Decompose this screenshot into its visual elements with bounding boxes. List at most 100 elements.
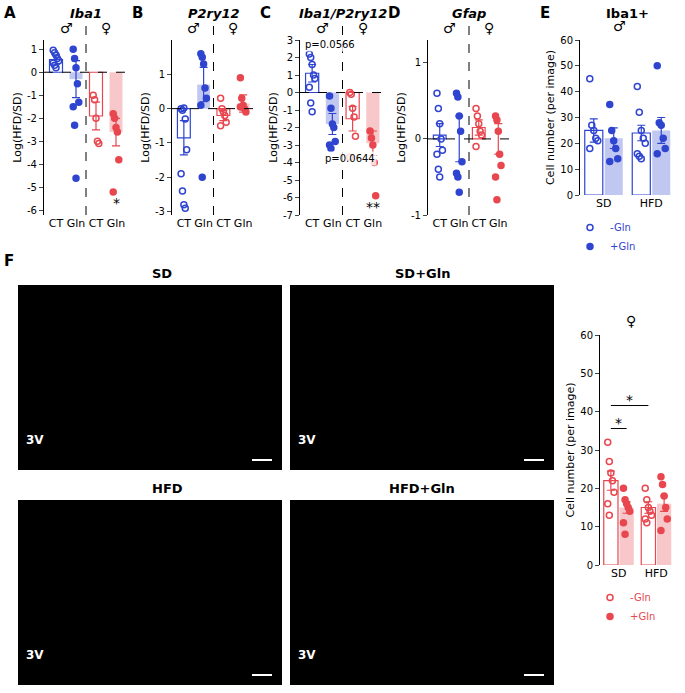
svg-text:30: 30 — [580, 445, 593, 456]
svg-text:CT: CT — [305, 217, 320, 230]
svg-text:0: 0 — [159, 103, 165, 114]
svg-text:0: 0 — [287, 87, 293, 98]
svg-text:CT: CT — [177, 217, 192, 230]
svg-text:20: 20 — [560, 138, 573, 149]
svg-text:Iba1/P2ry12: Iba1/P2ry12 — [299, 6, 387, 21]
svg-text:1: 1 — [31, 44, 37, 55]
svg-text:50: 50 — [580, 368, 593, 379]
svg-text:HFD: HFD — [640, 197, 663, 210]
svg-text:1: 1 — [159, 69, 165, 80]
svg-text:50: 50 — [560, 60, 573, 71]
svg-text:D: D — [388, 4, 400, 22]
svg-text:40: 40 — [580, 406, 593, 417]
svg-text:0: 0 — [567, 190, 573, 201]
svg-text:♂: ♂ — [187, 20, 200, 36]
svg-text:*: * — [615, 415, 622, 431]
svg-text:Cell number (per image): Cell number (per image) — [564, 382, 577, 517]
svg-text:3: 3 — [287, 35, 293, 46]
svg-text:-4: -4 — [27, 159, 37, 170]
svg-text:-7: -7 — [283, 210, 293, 221]
svg-text:♀: ♀ — [484, 20, 494, 36]
svg-text:+Gln: +Gln — [610, 241, 635, 252]
svg-text:-1: -1 — [411, 210, 421, 221]
svg-text:C: C — [260, 4, 271, 22]
svg-text:-3: -3 — [283, 140, 293, 151]
svg-text:F: F — [4, 252, 14, 270]
svg-text:20: 20 — [580, 483, 593, 494]
svg-text:3V: 3V — [298, 648, 316, 662]
svg-text:SD: SD — [152, 266, 172, 281]
svg-text:CT: CT — [89, 217, 104, 230]
svg-text:p=0.0566: p=0.0566 — [305, 39, 355, 50]
svg-text:Gln: Gln — [450, 217, 469, 230]
svg-text:Cell number (per image): Cell number (per image) — [544, 50, 557, 185]
svg-text:-Gln: -Gln — [630, 592, 651, 603]
svg-text:-2: -2 — [155, 172, 165, 183]
svg-text:Gln: Gln — [364, 217, 383, 230]
svg-text:-3: -3 — [27, 136, 37, 147]
svg-text:1: 1 — [287, 70, 293, 81]
svg-text:♂: ♂ — [60, 20, 73, 36]
svg-text:CT: CT — [49, 217, 64, 230]
svg-text:CT: CT — [216, 217, 231, 230]
svg-text:Gln: Gln — [489, 217, 508, 230]
svg-text:Log(HFD/SD): Log(HFD/SD) — [139, 92, 152, 162]
svg-text:Gln: Gln — [323, 217, 342, 230]
svg-text:♂: ♂ — [316, 20, 329, 36]
svg-text:♀: ♀ — [358, 20, 368, 36]
svg-text:10: 10 — [580, 521, 593, 532]
svg-text:-6: -6 — [27, 205, 37, 216]
svg-text:p=0.0644: p=0.0644 — [325, 153, 375, 164]
svg-text:Log(HFD/SD): Log(HFD/SD) — [395, 92, 408, 162]
svg-text:-4: -4 — [283, 157, 293, 168]
svg-text:HFD: HFD — [645, 567, 668, 580]
svg-text:-5: -5 — [27, 182, 37, 193]
svg-text:*: * — [113, 195, 120, 211]
svg-text:0: 0 — [31, 67, 37, 78]
svg-text:0: 0 — [415, 133, 421, 144]
svg-text:Gln: Gln — [234, 217, 253, 230]
svg-text:-Gln: -Gln — [610, 222, 631, 233]
svg-text:Gln: Gln — [194, 217, 213, 230]
svg-text:-2: -2 — [283, 122, 293, 133]
svg-text:-2: -2 — [27, 113, 37, 124]
svg-text:CT: CT — [433, 217, 448, 230]
svg-text:40: 40 — [560, 86, 573, 97]
svg-text:SD: SD — [611, 567, 626, 580]
svg-text:Log(HFD/SD): Log(HFD/SD) — [11, 92, 24, 162]
svg-text:60: 60 — [580, 330, 593, 341]
svg-text:A: A — [4, 4, 16, 22]
svg-text:♂: ♂ — [613, 18, 626, 34]
svg-text:-3: -3 — [155, 206, 165, 217]
svg-text:Log(HFD/SD): Log(HFD/SD) — [267, 92, 280, 162]
svg-text:3V: 3V — [26, 433, 44, 447]
svg-text:♀: ♀ — [228, 20, 238, 36]
svg-text:-1: -1 — [283, 105, 293, 116]
svg-text:30: 30 — [560, 112, 573, 123]
svg-text:3V: 3V — [26, 648, 44, 662]
svg-text:-5: -5 — [283, 175, 293, 186]
svg-text:HFD+Gln: HFD+Gln — [389, 481, 455, 496]
svg-text:Gln: Gln — [107, 217, 126, 230]
svg-text:B: B — [132, 4, 143, 22]
svg-text:0: 0 — [587, 560, 593, 571]
svg-text:3V: 3V — [298, 433, 316, 447]
svg-text:HFD: HFD — [152, 481, 183, 496]
svg-text:-6: -6 — [283, 192, 293, 203]
svg-text:Gfap: Gfap — [452, 6, 486, 21]
svg-text:Iba1+: Iba1+ — [606, 6, 649, 21]
svg-text:1: 1 — [415, 57, 421, 68]
svg-text:SD+Gln: SD+Gln — [395, 266, 450, 281]
svg-text:SD: SD — [596, 197, 611, 210]
svg-text:CT: CT — [472, 217, 487, 230]
svg-text:10: 10 — [560, 164, 573, 175]
svg-text:CT: CT — [345, 217, 360, 230]
svg-text:-1: -1 — [27, 90, 37, 101]
svg-text:-1: -1 — [155, 137, 165, 148]
svg-text:♂: ♂ — [443, 20, 456, 36]
svg-text:Gln: Gln — [67, 217, 86, 230]
svg-text:Iba1: Iba1 — [70, 6, 102, 21]
svg-text:**: ** — [366, 199, 380, 215]
svg-text:+Gln: +Gln — [630, 611, 655, 622]
svg-text:60: 60 — [560, 35, 573, 46]
